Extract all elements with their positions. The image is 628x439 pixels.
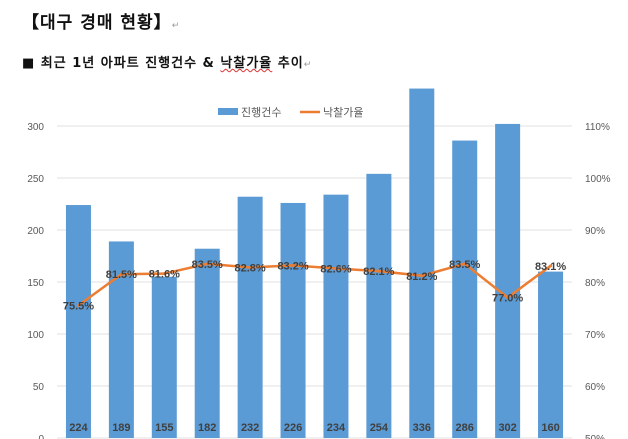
- line-point: [76, 303, 80, 307]
- bar: [151, 276, 177, 438]
- line-point: [549, 264, 553, 268]
- line-series: [77, 262, 552, 307]
- line-point: [248, 265, 252, 269]
- line-point: [506, 296, 510, 300]
- y-left-tick-label: 100: [27, 330, 44, 341]
- bar-data-label: 226: [284, 422, 302, 434]
- subtitle-prefix: ■ 최근 1년 아파트 진행건수 &: [22, 56, 221, 71]
- y-left-tick-label: 0: [38, 434, 44, 439]
- paragraph-mark: ↵: [303, 60, 313, 70]
- bar-data-label: 189: [112, 422, 130, 434]
- y-left-tick-label: 150: [27, 278, 44, 289]
- line-data-label: 83.1%: [535, 261, 566, 273]
- y-right-tick-label: 70%: [585, 330, 605, 341]
- y-right-tick-label: 100%: [585, 174, 611, 185]
- y-right-tick-label: 110%: [585, 122, 610, 133]
- line-point: [420, 274, 424, 278]
- bar: [323, 194, 349, 438]
- bar-data-label: 254: [370, 422, 389, 434]
- bar: [409, 88, 435, 438]
- bar-data-label: 182: [198, 422, 216, 434]
- line-point: [334, 266, 338, 270]
- subtitle-suffix: 추이: [272, 56, 304, 71]
- line-point: [291, 263, 295, 267]
- y-right-tick-label: 90%: [585, 226, 605, 237]
- bar-data-label: 160: [541, 422, 559, 434]
- legend-bar-label: 진행건수: [241, 106, 281, 119]
- document-title: 【대구 경매 현황】↵: [22, 8, 180, 33]
- line-point: [119, 272, 123, 276]
- bar-data-label: 302: [498, 422, 516, 434]
- y-left-tick-label: 200: [27, 226, 44, 237]
- line-data-label: 83.5%: [192, 259, 223, 271]
- line-data-label: 82.1%: [363, 266, 394, 278]
- line-data-label: 81.5%: [106, 269, 137, 281]
- legend-bar-swatch: [218, 108, 238, 115]
- bar-data-label: 336: [413, 422, 431, 434]
- bar: [495, 123, 521, 439]
- bar-data-label: 234: [327, 422, 346, 434]
- bar: [280, 202, 306, 438]
- chart-heading: ■ 최근 1년 아파트 진행건수 & 낙찰가율 추이↵: [22, 52, 312, 71]
- y-right-tick-label: 50%: [585, 434, 605, 439]
- bar: [452, 140, 478, 438]
- line-data-label: 83.2%: [277, 260, 308, 272]
- line-data-label: 81.6%: [149, 269, 180, 281]
- subtitle-spellcheck-word: 낙찰가율: [220, 56, 273, 71]
- bar-data-label: 286: [456, 422, 474, 434]
- line-data-label: 81.2%: [406, 271, 437, 283]
- paragraph-mark: ↵: [171, 21, 181, 31]
- y-left-tick-label: 300: [27, 122, 44, 133]
- line-data-label: 77.0%: [492, 293, 523, 305]
- bar: [366, 173, 392, 438]
- line-point: [162, 272, 166, 276]
- bar: [194, 248, 220, 438]
- bar-data-label: 224: [69, 422, 88, 434]
- legend-line-label: 낙찰가율: [323, 106, 363, 119]
- line-point: [205, 262, 209, 266]
- y-right-tick-label: 80%: [585, 278, 605, 289]
- y-left-tick-label: 250: [27, 174, 44, 185]
- bar-data-label: 232: [241, 422, 259, 434]
- line-data-label: 82.8%: [235, 262, 266, 274]
- title-text: 【대구 경매 현황】: [22, 13, 172, 33]
- bar: [237, 196, 263, 438]
- bar-data-label: 155: [155, 422, 173, 434]
- line-data-label: 83.5%: [449, 259, 480, 271]
- bar: [65, 205, 91, 438]
- line-point: [377, 269, 381, 273]
- line-data-label: 82.6%: [320, 263, 351, 275]
- bar: [538, 271, 564, 438]
- y-right-tick-label: 60%: [585, 382, 605, 393]
- line-point: [463, 262, 467, 266]
- y-left-tick-label: 50: [33, 382, 45, 393]
- line-data-label: 75.5%: [63, 300, 94, 312]
